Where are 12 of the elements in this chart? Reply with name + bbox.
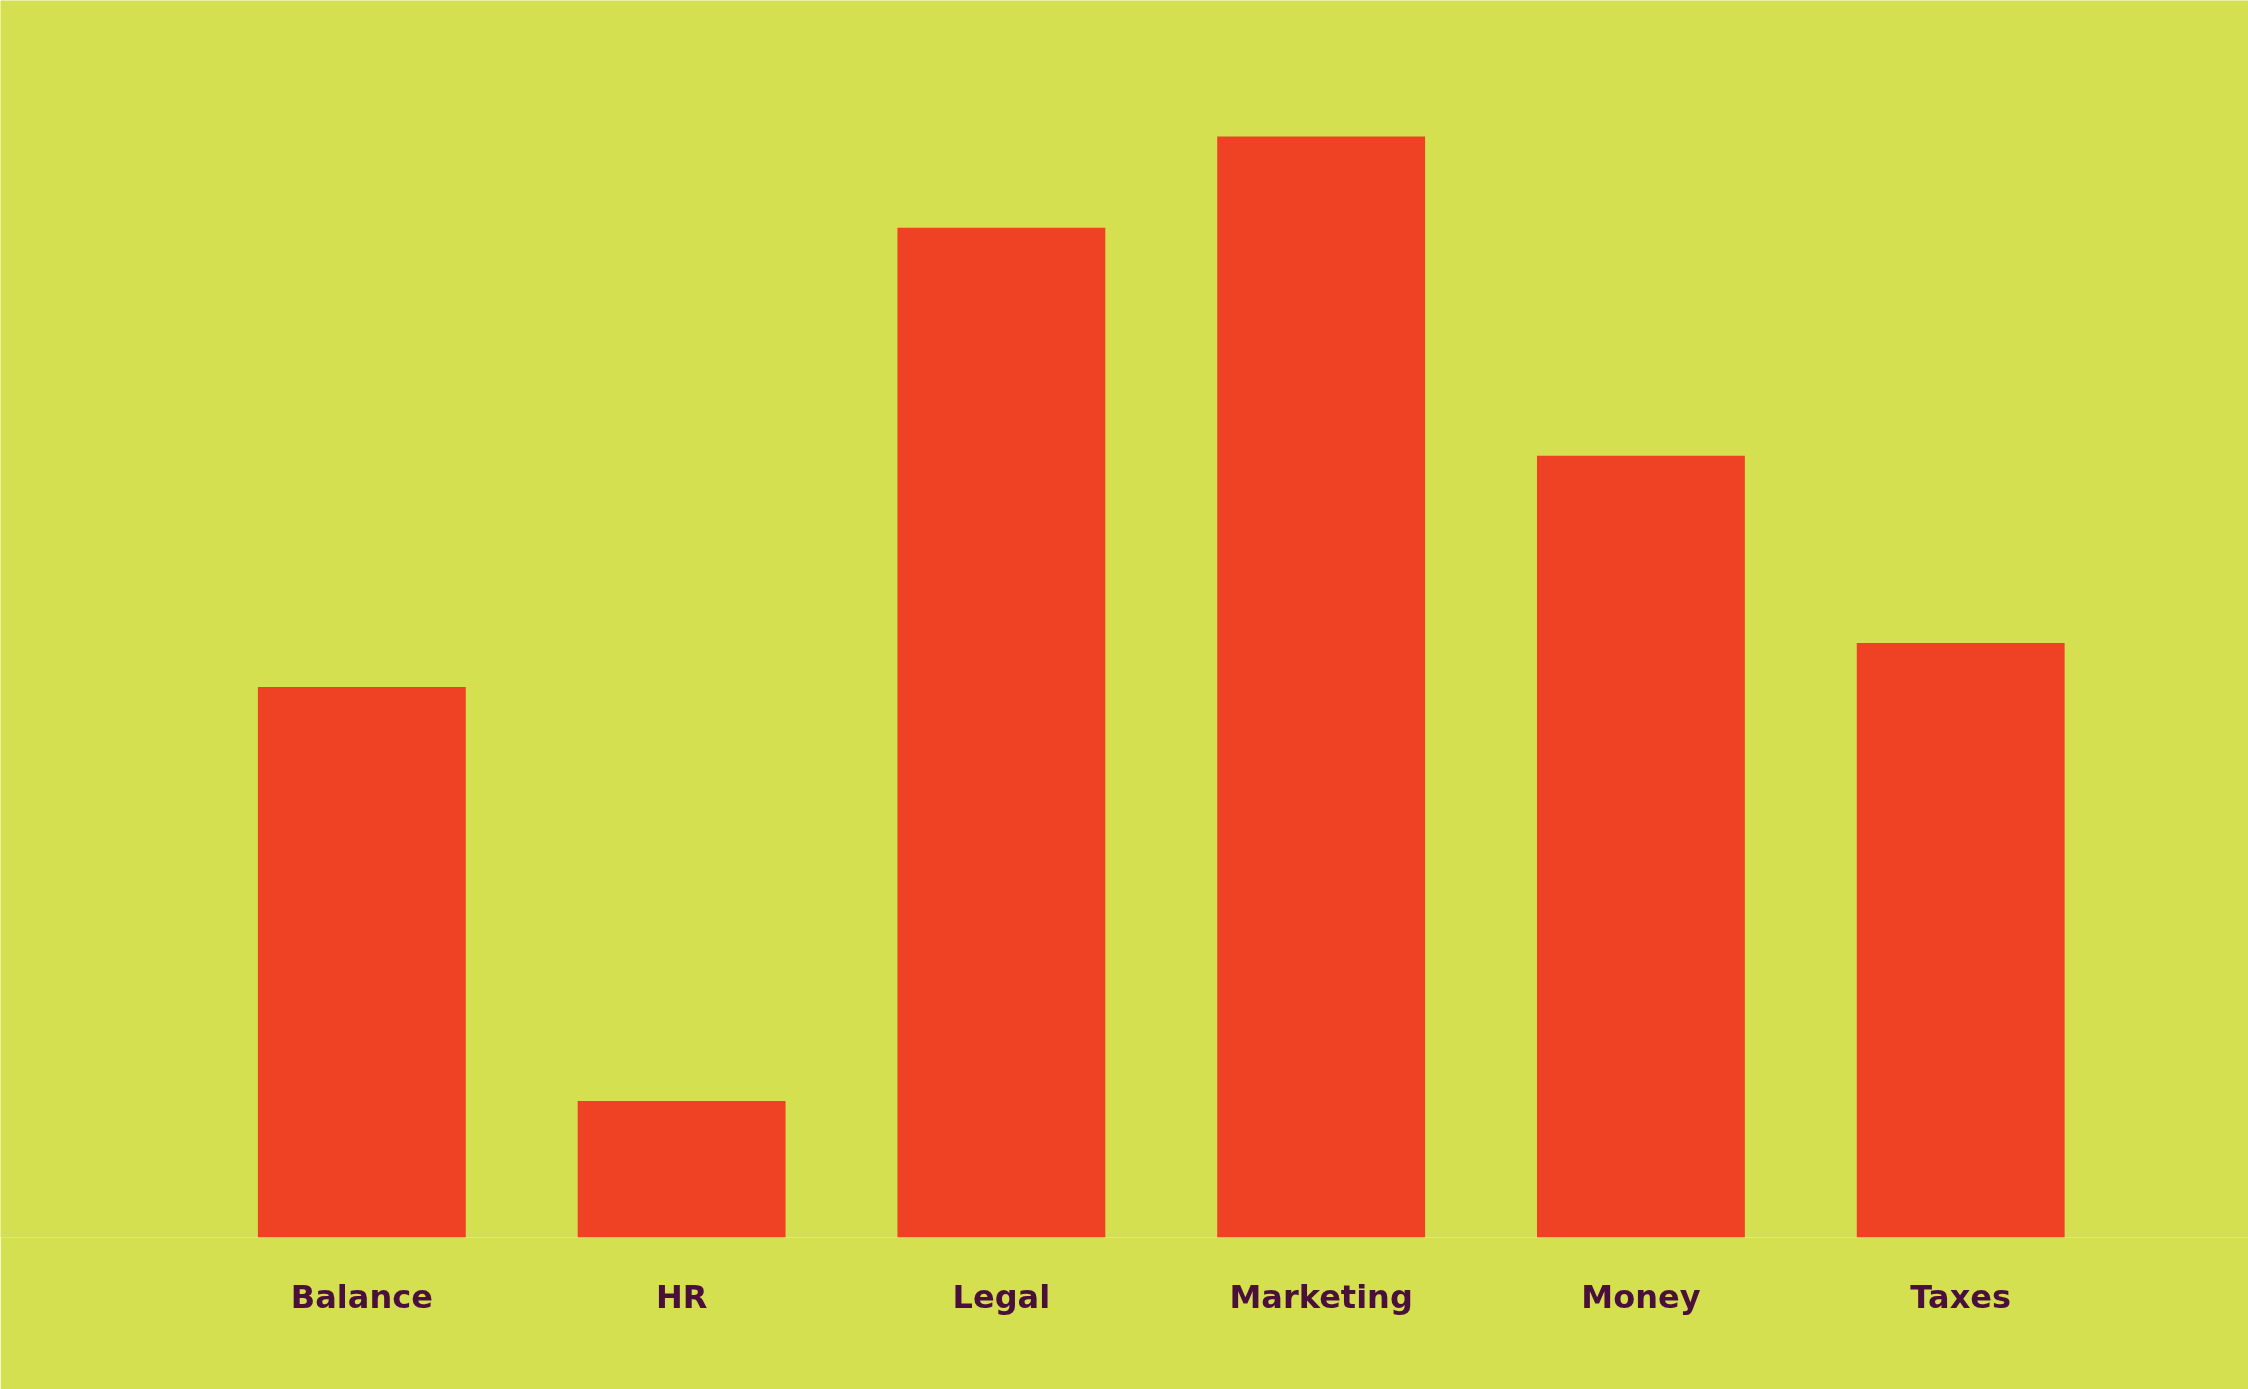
bar: [257, 686, 466, 1238]
bar: [577, 1100, 786, 1238]
x-tick-label: Legal: [952, 1277, 1051, 1316]
bar: [1537, 455, 1745, 1238]
bar: [1856, 642, 2065, 1238]
x-tick-label: Balance: [290, 1277, 433, 1316]
x-tick-label: Taxes: [1910, 1277, 2012, 1316]
x-tick-label: Money: [1581, 1277, 1701, 1316]
bar: [897, 227, 1106, 1238]
x-tick-label: Marketing: [1229, 1277, 1413, 1316]
x-tick-label: HR: [655, 1277, 708, 1316]
bar: [1217, 136, 1426, 1238]
